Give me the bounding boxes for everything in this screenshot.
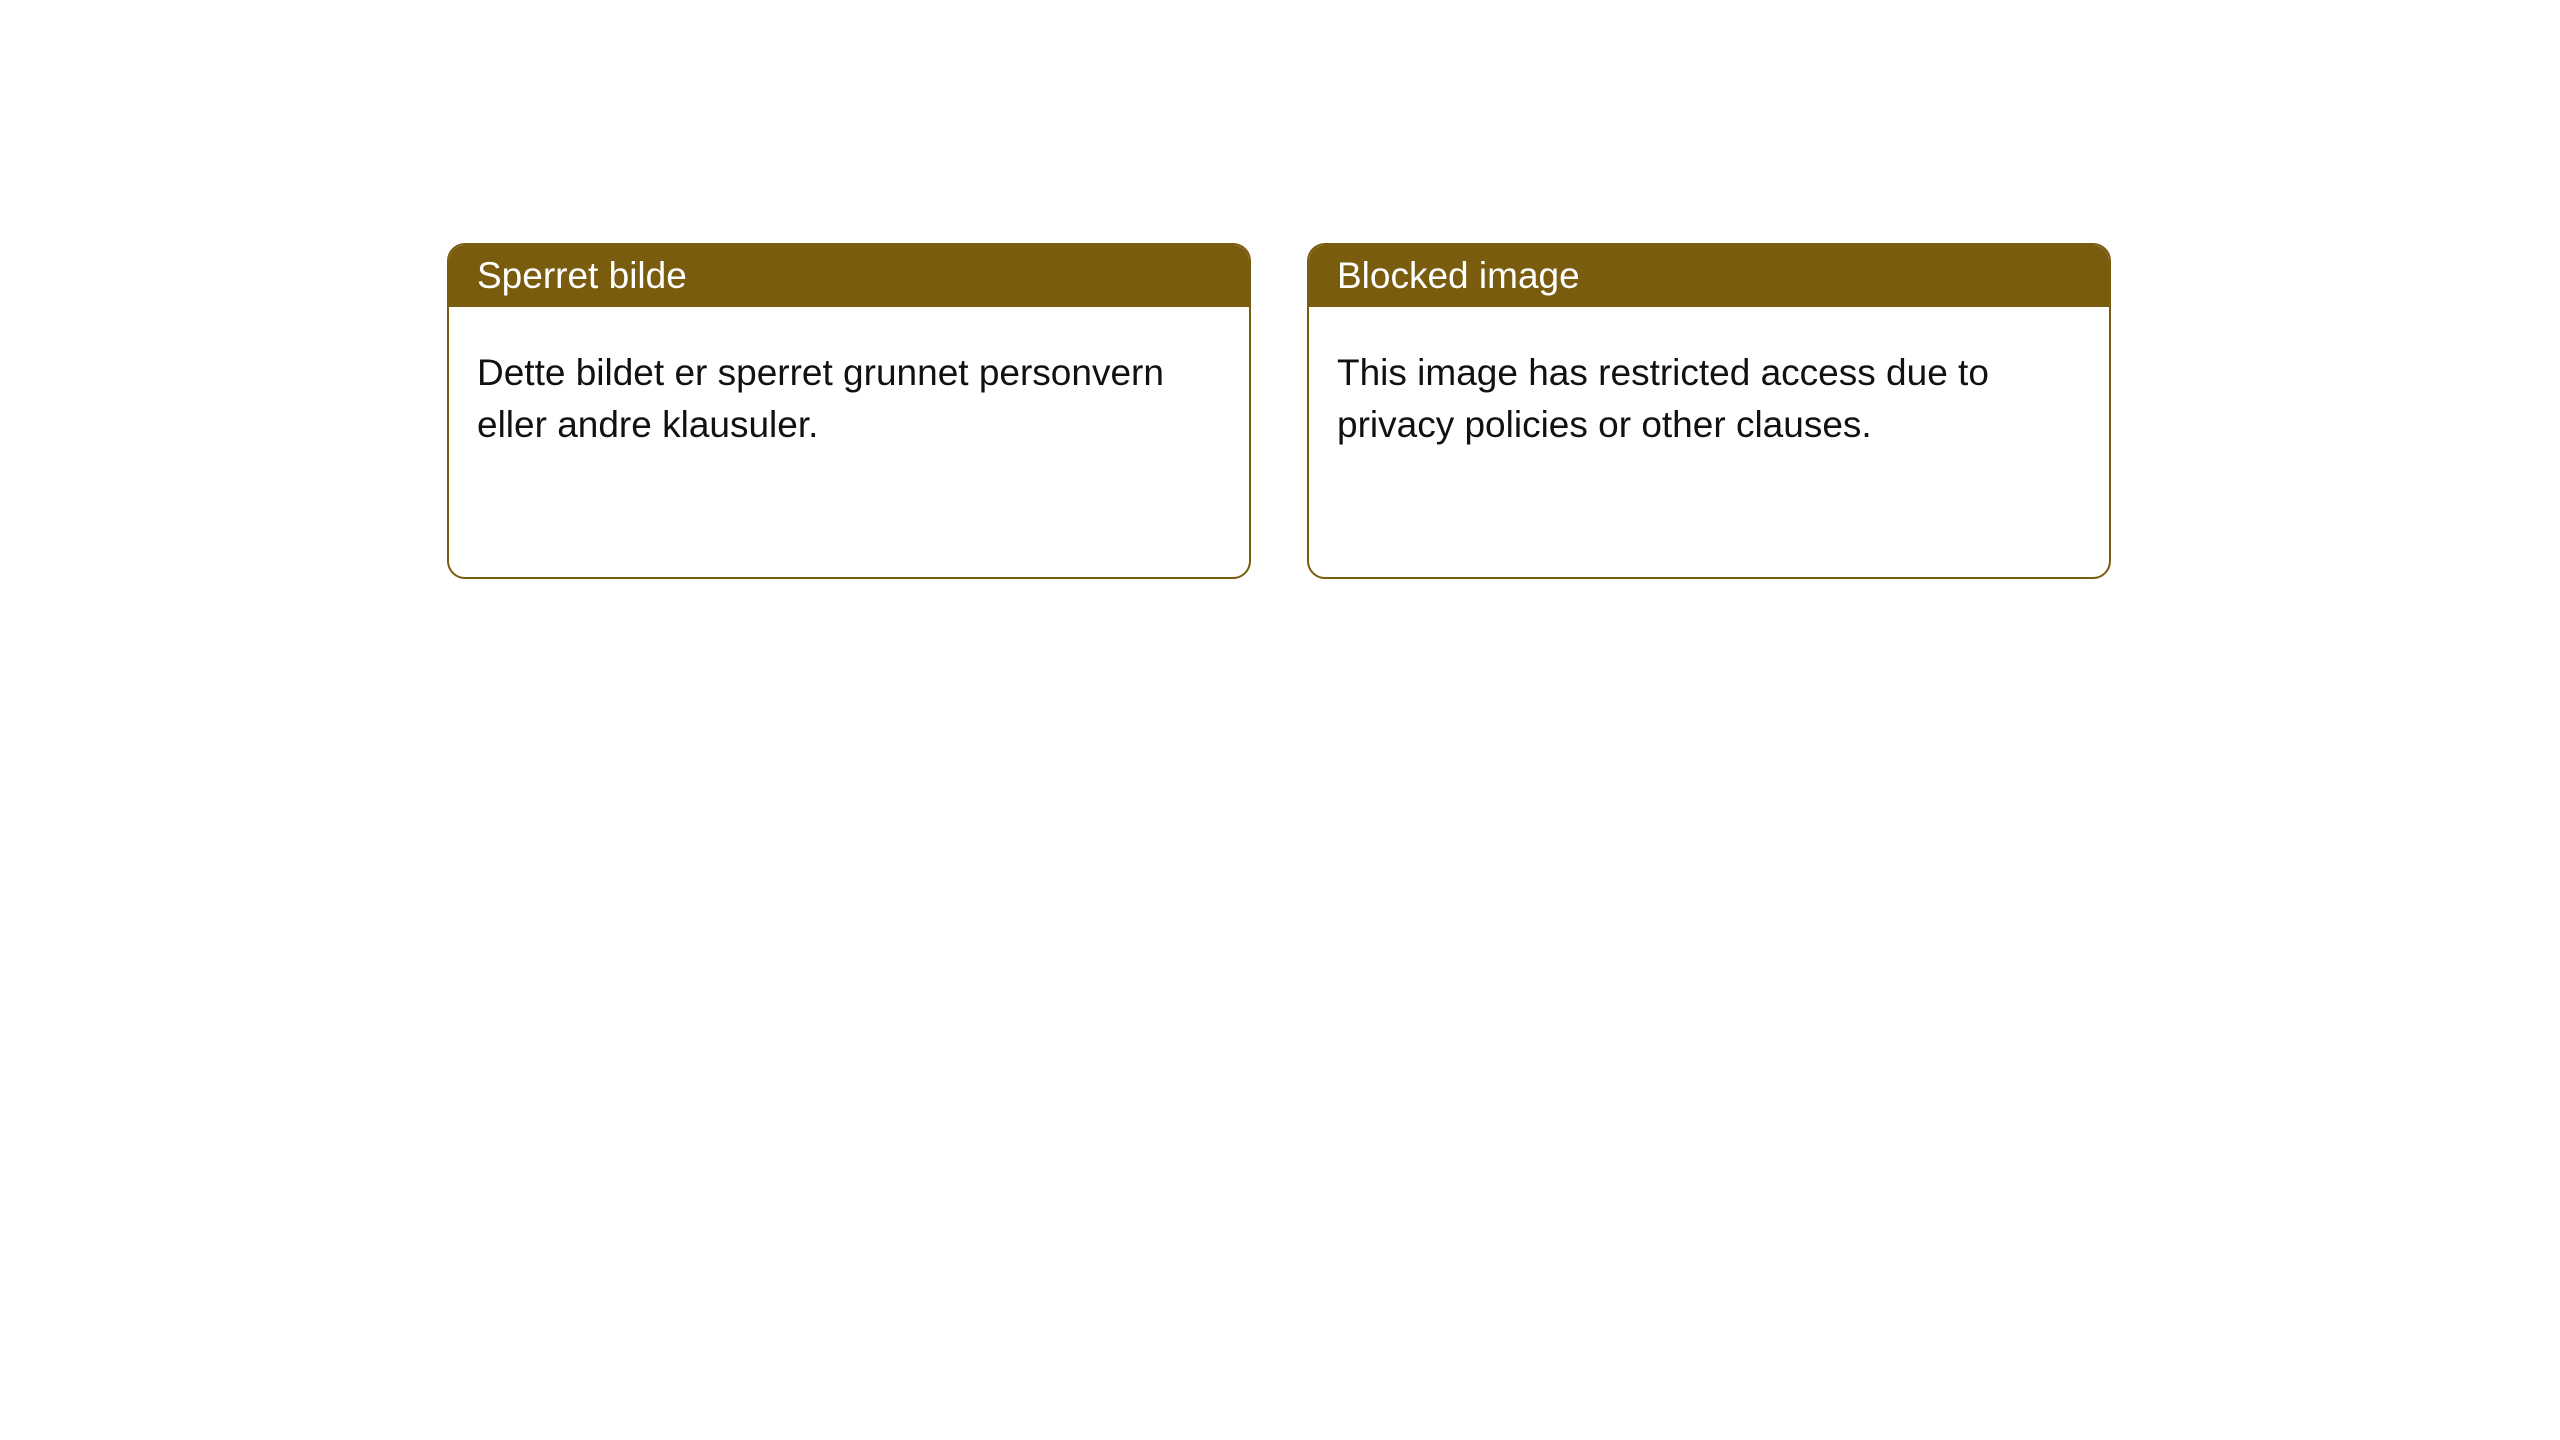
cards-container: Sperret bilde Dette bildet er sperret gr… bbox=[0, 0, 2560, 579]
card-body-norwegian: Dette bildet er sperret grunnet personve… bbox=[449, 307, 1249, 491]
card-title-norwegian: Sperret bilde bbox=[477, 255, 687, 297]
card-text-english: This image has restricted access due to … bbox=[1337, 352, 1989, 445]
card-header-english: Blocked image bbox=[1309, 245, 2109, 307]
card-header-norwegian: Sperret bilde bbox=[449, 245, 1249, 307]
card-norwegian: Sperret bilde Dette bildet er sperret gr… bbox=[447, 243, 1251, 579]
card-english: Blocked image This image has restricted … bbox=[1307, 243, 2111, 579]
card-title-english: Blocked image bbox=[1337, 255, 1580, 297]
card-body-english: This image has restricted access due to … bbox=[1309, 307, 2109, 491]
card-text-norwegian: Dette bildet er sperret grunnet personve… bbox=[477, 352, 1164, 445]
